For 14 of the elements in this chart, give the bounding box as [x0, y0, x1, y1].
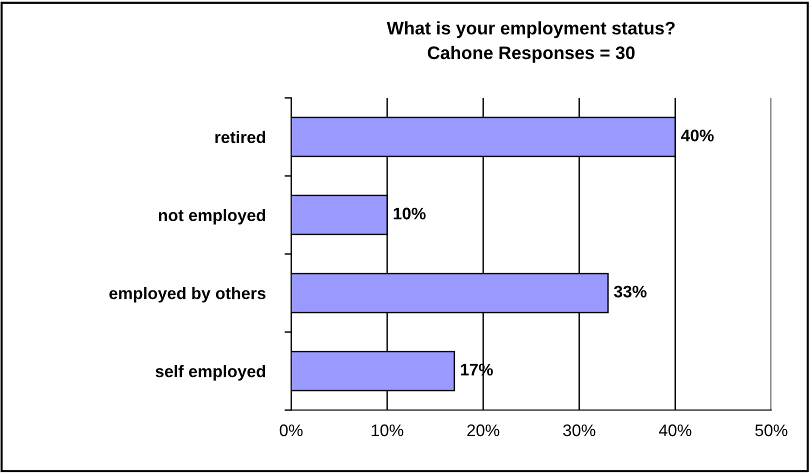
data-label: 10% [394, 208, 426, 220]
x-tick-label: 20% [467, 424, 500, 436]
chart-title: What is your employment status? Cahone Responses = 30 [386, 21, 675, 63]
x-tick-label: 50% [755, 424, 788, 436]
y-tick-label: not employed [158, 208, 266, 224]
x-tick-label: 40% [658, 424, 692, 436]
x-tick-label: 30% [563, 424, 596, 436]
y-tick-label: retired [215, 130, 266, 144]
data-label: 40% [681, 130, 714, 142]
y-tick-label: employed by others [109, 286, 266, 303]
x-tick-label: 0% [280, 424, 303, 436]
data-label: 33% [614, 286, 646, 298]
x-tick-label: 10% [372, 424, 404, 436]
y-tick-label: self employed [156, 365, 266, 381]
